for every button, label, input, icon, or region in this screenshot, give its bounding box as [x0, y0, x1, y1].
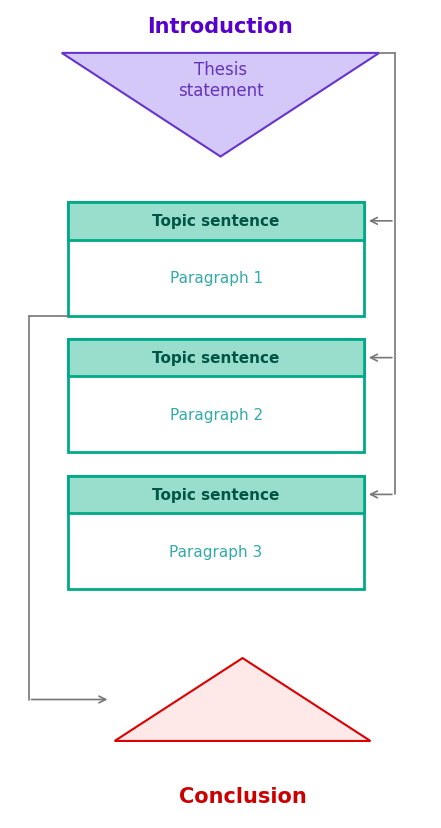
- FancyBboxPatch shape: [68, 339, 364, 453]
- Text: Topic sentence: Topic sentence: [153, 351, 280, 366]
- FancyBboxPatch shape: [68, 339, 364, 377]
- Polygon shape: [62, 54, 379, 157]
- Text: Paragraph 2: Paragraph 2: [169, 407, 263, 422]
- FancyBboxPatch shape: [68, 476, 364, 590]
- FancyBboxPatch shape: [68, 203, 364, 316]
- Polygon shape: [115, 658, 370, 741]
- Text: Topic sentence: Topic sentence: [153, 488, 280, 503]
- Text: Thesis
statement: Thesis statement: [178, 60, 263, 99]
- FancyBboxPatch shape: [68, 203, 364, 240]
- Text: Paragraph 3: Paragraph 3: [169, 544, 263, 559]
- Text: Topic sentence: Topic sentence: [153, 214, 280, 229]
- Text: Introduction: Introduction: [148, 17, 293, 36]
- FancyBboxPatch shape: [68, 476, 364, 513]
- Text: Conclusion: Conclusion: [179, 787, 306, 806]
- Text: Paragraph 1: Paragraph 1: [169, 271, 263, 286]
